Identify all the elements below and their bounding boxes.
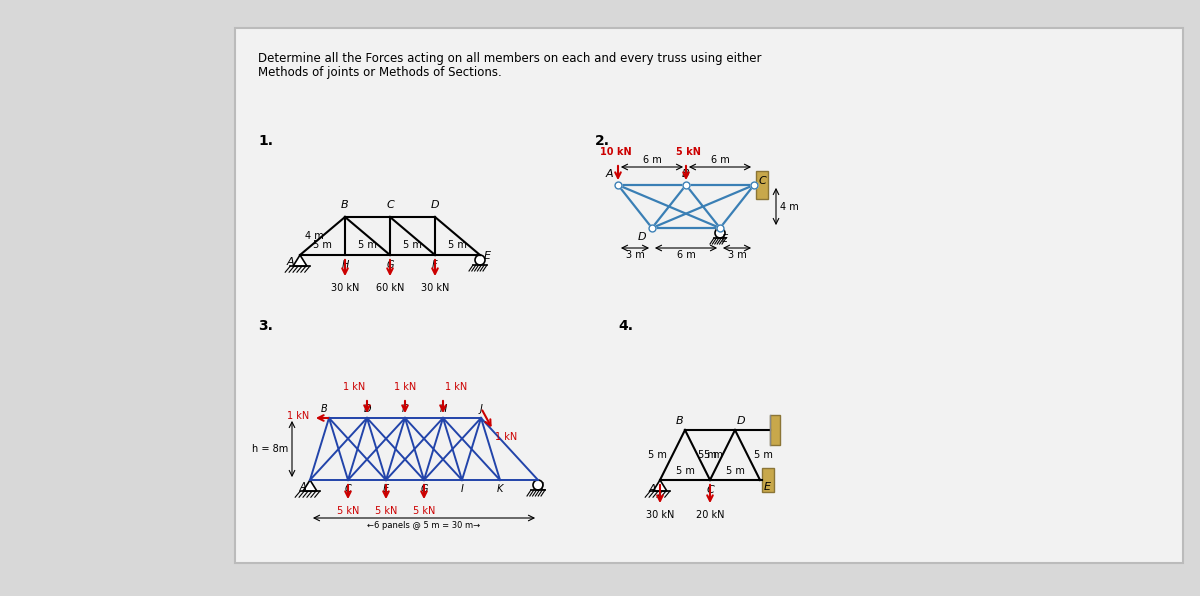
Text: 1.: 1. — [258, 134, 274, 148]
Text: 5 kN: 5 kN — [413, 506, 436, 516]
Text: 6 m: 6 m — [710, 155, 730, 165]
Text: 5 m: 5 m — [676, 466, 695, 476]
Text: B: B — [676, 416, 683, 426]
Text: 30 kN: 30 kN — [646, 510, 674, 520]
Text: 4 m: 4 m — [780, 201, 799, 212]
Text: 5 m: 5 m — [648, 450, 666, 460]
Text: I: I — [461, 484, 463, 494]
Text: E: E — [383, 484, 389, 494]
Text: F: F — [432, 260, 438, 270]
Text: H: H — [439, 404, 446, 414]
Text: J: J — [480, 404, 482, 414]
Text: 5 kN: 5 kN — [676, 147, 701, 157]
Text: H: H — [341, 260, 349, 270]
Text: 3.: 3. — [258, 319, 272, 333]
Text: 6 m: 6 m — [643, 155, 661, 165]
Text: 30 kN: 30 kN — [331, 283, 359, 293]
Text: 5 m: 5 m — [754, 450, 773, 460]
Text: Methods of joints or Methods of Sections.: Methods of joints or Methods of Sections… — [258, 66, 502, 79]
Text: 4 m: 4 m — [305, 231, 324, 241]
Text: 5 m: 5 m — [726, 466, 744, 476]
Text: 5 kN: 5 kN — [337, 506, 359, 516]
Text: D: D — [737, 416, 745, 426]
Text: 3 m: 3 m — [727, 250, 746, 260]
Text: G: G — [420, 484, 427, 494]
Text: A: A — [605, 169, 613, 179]
Text: Determine all the Forces acting on all members on each and every truss using eit: Determine all the Forces acting on all m… — [258, 52, 762, 65]
Text: ←6 panels @ 5 m = 30 m→: ←6 panels @ 5 m = 30 m→ — [367, 521, 480, 530]
Text: D: D — [431, 200, 439, 210]
Text: 5 m: 5 m — [403, 240, 422, 250]
Text: 5 m: 5 m — [703, 450, 722, 460]
Text: 5 kN: 5 kN — [374, 506, 397, 516]
Text: E: E — [722, 234, 728, 244]
FancyBboxPatch shape — [756, 171, 768, 199]
Text: F: F — [402, 404, 408, 414]
Text: 1 kN: 1 kN — [496, 432, 517, 442]
Text: 30 kN: 30 kN — [421, 283, 449, 293]
Text: 6 m: 6 m — [677, 250, 695, 260]
Text: A: A — [299, 482, 306, 492]
Text: A: A — [287, 257, 294, 267]
Text: L: L — [541, 482, 546, 492]
Text: A: A — [648, 484, 656, 494]
Polygon shape — [653, 480, 667, 491]
Circle shape — [533, 480, 542, 490]
Text: 5 m: 5 m — [448, 240, 467, 250]
Text: D: D — [364, 404, 371, 414]
Polygon shape — [293, 255, 307, 266]
Text: B: B — [341, 200, 349, 210]
Text: K: K — [497, 484, 503, 494]
FancyBboxPatch shape — [235, 28, 1183, 563]
Text: C: C — [386, 200, 394, 210]
Text: 20 kN: 20 kN — [696, 510, 725, 520]
Text: C: C — [344, 484, 352, 494]
Text: 5 m: 5 m — [313, 240, 332, 250]
Text: B: B — [320, 404, 326, 414]
Polygon shape — [302, 480, 317, 491]
Text: C: C — [706, 485, 714, 495]
FancyBboxPatch shape — [762, 468, 774, 492]
Circle shape — [715, 228, 725, 238]
Text: h = 8m: h = 8m — [252, 444, 288, 454]
Text: E: E — [484, 251, 491, 261]
Text: 1 kN: 1 kN — [445, 382, 467, 392]
Text: B: B — [682, 169, 690, 179]
Text: C: C — [760, 176, 767, 186]
Text: 4.: 4. — [618, 319, 634, 333]
Text: D: D — [637, 232, 646, 242]
Text: 3 m: 3 m — [625, 250, 644, 260]
Text: 5 m: 5 m — [697, 450, 716, 460]
Text: E: E — [764, 482, 772, 492]
Text: 2.: 2. — [595, 134, 610, 148]
Text: 60 kN: 60 kN — [376, 283, 404, 293]
Text: 1 kN: 1 kN — [287, 411, 310, 421]
Text: G: G — [386, 260, 394, 270]
Text: 1 kN: 1 kN — [343, 382, 365, 392]
Circle shape — [475, 255, 485, 265]
Bar — [770, 415, 780, 445]
Text: 1 kN: 1 kN — [394, 382, 416, 392]
Text: 10 kN: 10 kN — [600, 147, 632, 157]
Text: 5 m: 5 m — [358, 240, 377, 250]
